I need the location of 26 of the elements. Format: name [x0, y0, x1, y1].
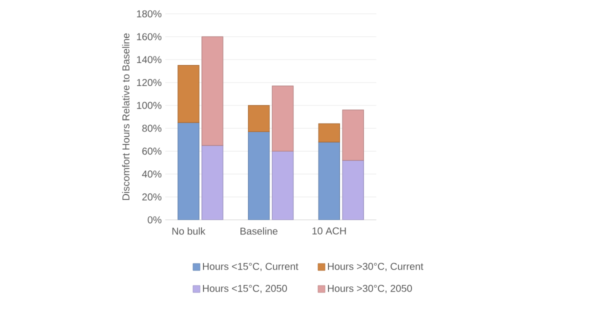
legend-label: Hours <15°C, 2050 — [203, 284, 287, 294]
y-tick-label: 160% — [137, 33, 162, 40]
legend-label: Hours >30°C, Current — [328, 262, 424, 272]
y-axis-title: Discomfort Hours Relative to Baseline — [122, 33, 130, 200]
y-tick-label: 40% — [142, 170, 162, 178]
bar — [342, 160, 364, 220]
y-tick-label: 180% — [137, 10, 162, 18]
bar — [202, 36, 224, 146]
y-tick-label: 80% — [142, 124, 162, 132]
x-tick-label: No bulk — [172, 227, 206, 235]
y-tick-label: 60% — [142, 148, 162, 155]
bar — [248, 105, 270, 132]
y-tick-label: 140% — [137, 56, 162, 64]
y-tick-label: 120% — [137, 78, 162, 86]
y-tick-label: 20% — [142, 193, 162, 200]
bar — [342, 110, 364, 161]
bar — [178, 122, 200, 220]
legend-label: Hours <15°C, Current — [203, 262, 298, 272]
x-tick-label: Baseline — [240, 227, 278, 235]
bar — [318, 123, 340, 142]
bar — [178, 65, 200, 123]
y-tick-label: 100% — [137, 102, 162, 109]
y-tick-label: 0% — [148, 216, 162, 224]
x-tick-label: 10 ACH — [312, 227, 346, 234]
bar — [272, 86, 294, 152]
legend-label: Hours >30°C, 2050 — [328, 284, 412, 294]
